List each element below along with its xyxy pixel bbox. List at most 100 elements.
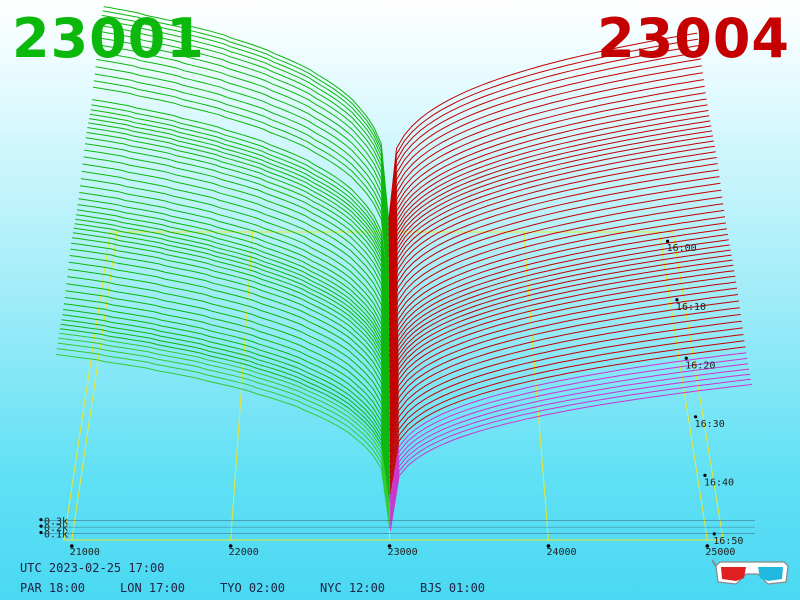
bid-curve	[96, 58, 390, 266]
time-tick-dot	[703, 473, 707, 477]
bid-curve	[76, 214, 390, 398]
time-tick-dot	[684, 356, 688, 360]
tz-bjs: BJS 01:00	[420, 581, 486, 595]
time-tick-label: 16:40	[704, 477, 734, 488]
tz-lon: LON 17:00	[120, 581, 186, 595]
bid-curve	[85, 137, 390, 334]
tz-par: PAR 18:00	[20, 581, 86, 595]
bid-curve	[97, 51, 389, 261]
ask-curve	[389, 216, 726, 379]
bid-curve	[102, 10, 389, 224]
ask-curve	[388, 65, 702, 247]
ask-curve	[389, 294, 739, 453]
ask-curve	[388, 157, 717, 332]
utc-timestamp: UTC 2023-02-25 17:00	[20, 561, 165, 575]
bid-curve	[75, 218, 390, 403]
bid-curve	[79, 192, 390, 377]
ask-curve	[389, 287, 738, 447]
bid-curve	[65, 290, 390, 466]
ask-curve	[388, 196, 723, 363]
bid-curve	[73, 227, 390, 413]
bid-curve	[82, 163, 390, 356]
tz-tyo: TYO 02:00	[220, 581, 286, 595]
price-tick-label: 24000	[546, 547, 576, 558]
bid-curve	[66, 283, 390, 461]
bid-curve	[95, 66, 390, 271]
bid-curve	[74, 223, 390, 408]
ask-curve	[388, 140, 714, 316]
volume-tick-label: 0.1k	[44, 530, 68, 541]
bid-curve	[63, 303, 390, 476]
volume-tick-dot	[39, 530, 43, 535]
ask-curve	[389, 300, 739, 458]
bid-curve	[88, 122, 390, 319]
time-tick-label: 16:30	[695, 419, 725, 430]
ask-curve	[389, 373, 751, 521]
bid-curve	[81, 170, 390, 361]
time-tick-label: 16:50	[713, 536, 743, 547]
ask-curve	[388, 151, 716, 326]
bid-curve	[59, 332, 391, 508]
bid-curve	[70, 248, 390, 434]
bid-curve	[93, 86, 390, 287]
price-tick-dot	[69, 544, 74, 548]
ask-curve	[388, 38, 699, 226]
ask-curve	[388, 135, 714, 310]
ask-curve	[388, 85, 705, 263]
bid-curve	[80, 185, 390, 371]
ask-curve	[389, 307, 740, 463]
bid-curve	[72, 232, 390, 419]
bid-curve	[68, 261, 390, 445]
ask-curve	[389, 275, 736, 437]
volume-tick-label: 0.2k	[44, 523, 68, 534]
bid-curve	[67, 276, 390, 455]
ask-curve	[389, 259, 733, 421]
grid-line-22000	[230, 231, 254, 541]
ask-curve	[389, 352, 747, 500]
price-tick-dot	[546, 544, 551, 548]
ask-curve	[388, 32, 698, 221]
ask-curve	[388, 176, 720, 347]
ask-curve	[389, 340, 745, 489]
ask-curve	[388, 182, 721, 353]
ask-curve	[389, 368, 750, 516]
price-tick-label: 22000	[229, 547, 259, 558]
ask-curve	[389, 363, 749, 510]
ask-curve	[388, 72, 703, 253]
price-tick-label: 25000	[705, 547, 735, 558]
bid-curve	[78, 198, 390, 382]
bid-curve	[92, 99, 390, 292]
bid-curve	[64, 297, 390, 471]
ask-curve	[388, 92, 706, 268]
ask-price: 23004	[597, 7, 790, 70]
price-tick-dot	[705, 544, 710, 548]
bid-curve	[56, 348, 391, 524]
price-tick-label: 21000	[70, 547, 100, 558]
bid-curve	[93, 80, 390, 282]
bid-curve	[71, 237, 390, 424]
bid-curve	[94, 73, 390, 277]
ask-curve	[388, 203, 724, 368]
bid-curve	[71, 242, 390, 429]
time-tick-label: 16:00	[667, 243, 697, 254]
ask-curve	[389, 320, 742, 474]
volume-tick-dot	[39, 524, 43, 528]
bid-curve	[84, 149, 390, 345]
bid-curve	[62, 314, 390, 487]
time-tick-label: 16:20	[685, 360, 715, 371]
grid-line-25000	[658, 231, 708, 541]
grid-line-21000	[71, 231, 118, 541]
ask-curve	[389, 314, 741, 468]
bid-curve	[101, 19, 389, 235]
ask-curve	[388, 189, 722, 358]
price-tick-dot	[387, 544, 392, 548]
ask-curve	[389, 239, 729, 400]
ask-curve	[389, 334, 744, 484]
bid-curve	[86, 131, 390, 329]
bid-curve	[101, 14, 389, 229]
ask-curve	[389, 378, 751, 526]
ask-curve	[389, 270, 735, 432]
3d-glasses-icon[interactable]	[712, 556, 792, 590]
tz-nyc: NYC 12:00	[320, 581, 386, 595]
bid-curve	[76, 209, 390, 392]
